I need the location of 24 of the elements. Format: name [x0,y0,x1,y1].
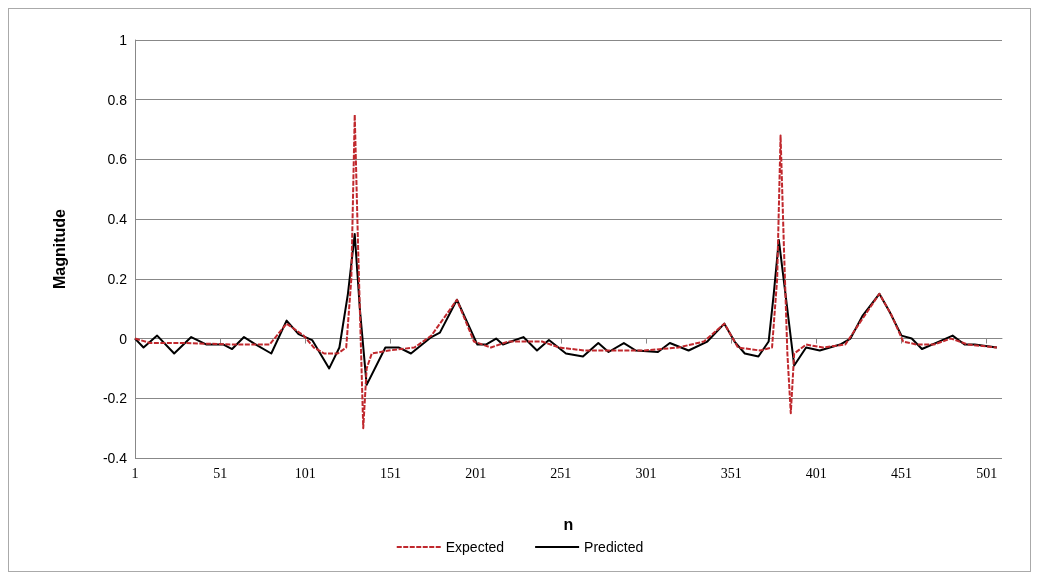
x-tick-label: 301 [635,465,657,481]
x-tick-label: 151 [380,465,401,481]
x-tick-label: 101 [294,465,316,481]
y-tick-label: 0.6 [107,151,128,168]
x-tick-label: 251 [550,465,572,481]
y-tick-label: -0.4 [102,450,128,466]
x-tick-label: 1 [131,465,139,481]
y-axis-title: Magnitude [50,208,68,289]
legend-label: Predicted [584,539,644,555]
y-tick-label: 0.4 [107,211,128,228]
y-tick-label: 0.8 [107,91,128,108]
x-tick-label: 401 [805,465,827,481]
x-tick-label: 351 [720,465,742,481]
x-tick-label: 51 [213,465,228,481]
x-tick-label: 451 [891,465,912,481]
x-tick-label: 201 [465,465,487,481]
legend-label: Expected [445,539,505,555]
y-tick-label: -0.2 [102,390,128,407]
y-tick-label: 0 [119,330,128,347]
y-tick-label: 1 [119,32,128,48]
x-axis-title: n [563,515,574,533]
line-series [134,113,998,430]
x-tick-label: 501 [976,465,998,481]
y-tick-label: 0.2 [107,270,128,287]
